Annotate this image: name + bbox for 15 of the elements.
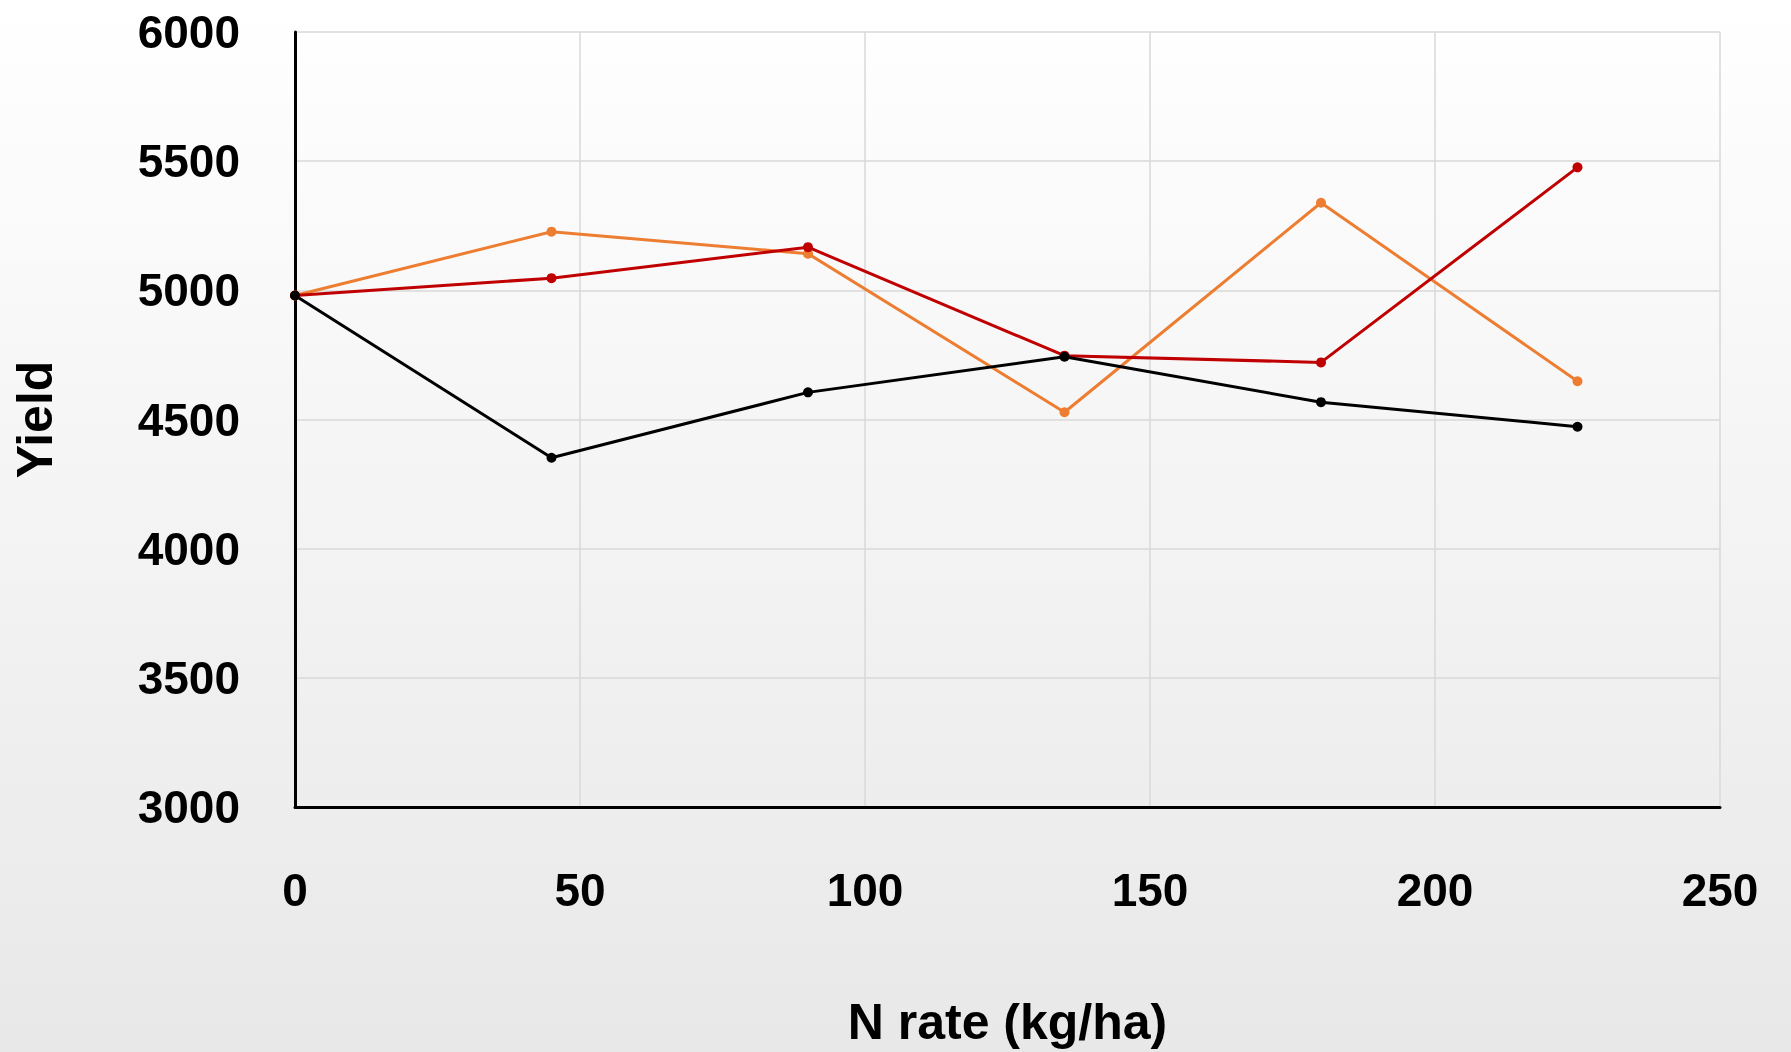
y-tick-label: 6000 xyxy=(137,6,240,58)
y-axis-title: Yield xyxy=(7,360,63,479)
y-tick-label: 5500 xyxy=(137,135,240,188)
x-tick-label: 0 xyxy=(282,864,308,916)
x-tick-label: 200 xyxy=(1396,864,1474,916)
y-tick-label: 4000 xyxy=(137,522,240,575)
y-tick-label: 5000 xyxy=(137,264,240,317)
y-tick-label: 3500 xyxy=(137,651,240,704)
x-tick-label: 150 xyxy=(1111,864,1189,916)
y-tick-label: 3000 xyxy=(137,781,240,833)
x-tick-label: 50 xyxy=(554,864,606,916)
y-tick-label: 4500 xyxy=(137,393,240,446)
x-tick-label: 250 xyxy=(1681,864,1759,916)
x-axis-title: N rate (kg/ha) xyxy=(847,994,1168,1050)
x-tick-label: 100 xyxy=(826,864,904,916)
